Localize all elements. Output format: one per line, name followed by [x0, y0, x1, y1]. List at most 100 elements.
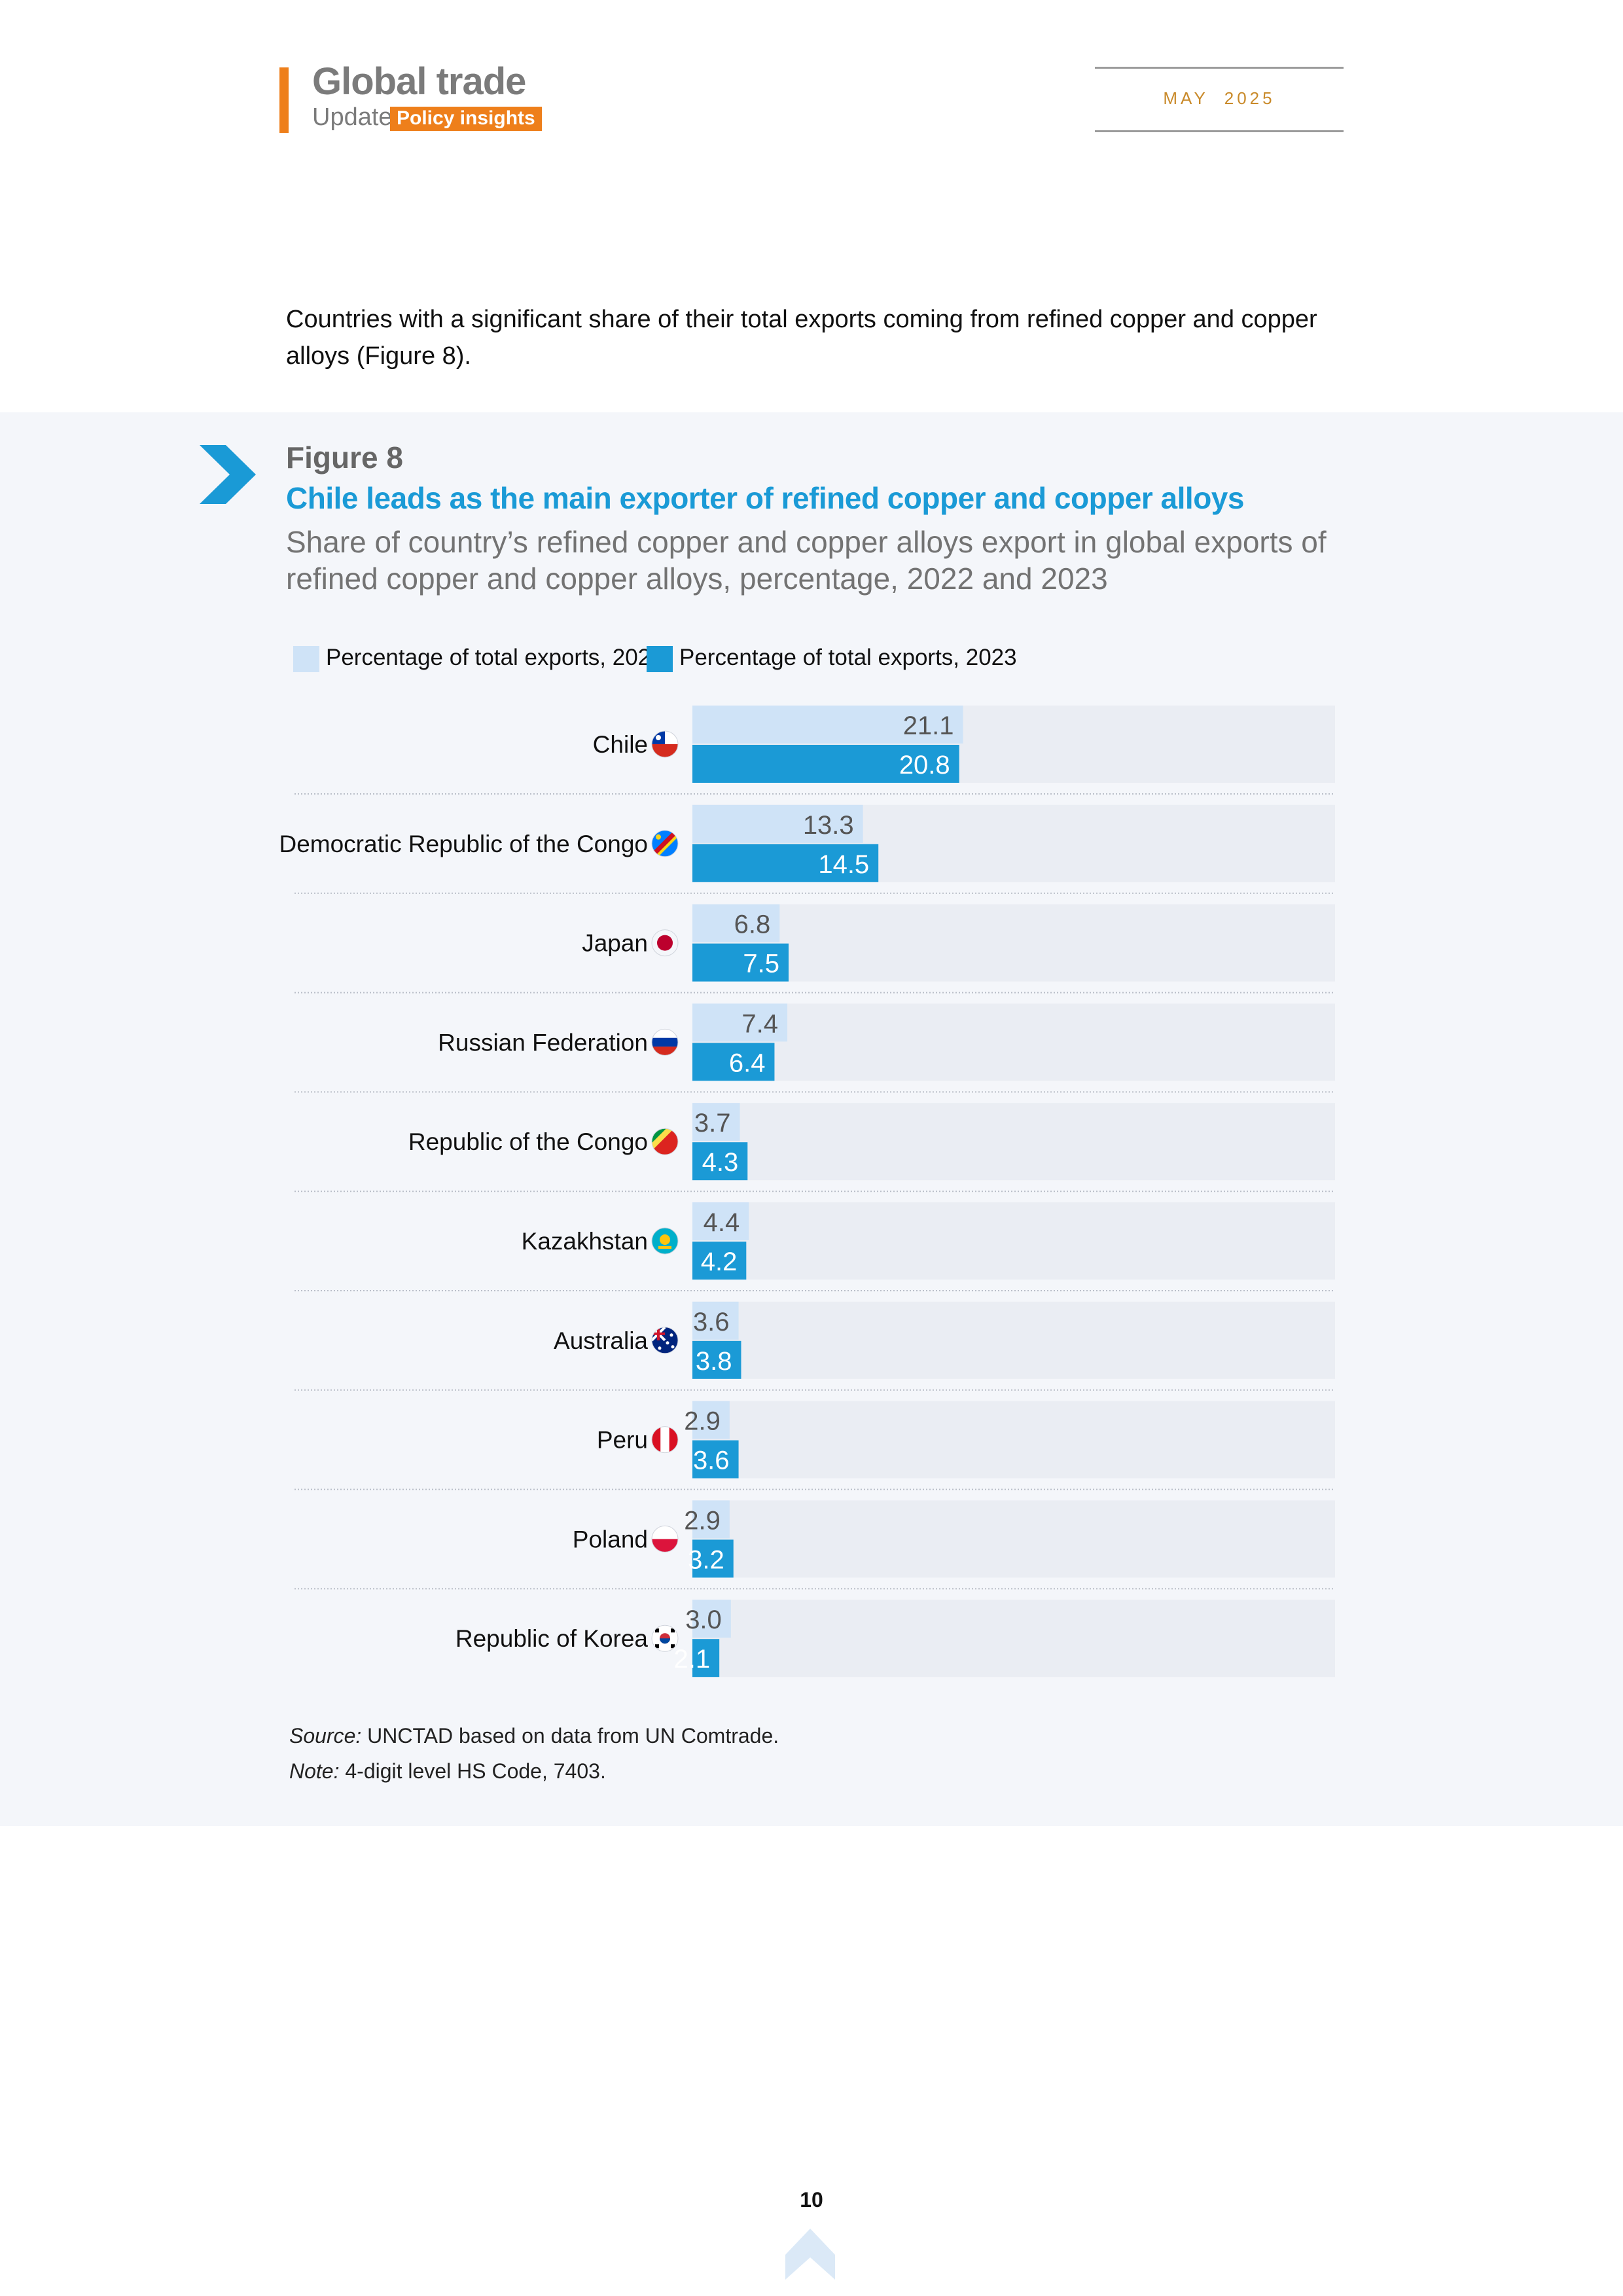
value-label-2022: 3.0 [685, 1605, 722, 1634]
brand-subtitle: Update [312, 103, 393, 131]
value-label-2022: 2.9 [684, 1506, 721, 1535]
publication-date: MAY 2025 [1163, 88, 1275, 108]
category-label: Republic of the Congo [408, 1128, 648, 1155]
category-label: Chile [593, 731, 648, 758]
value-label-2022: 6.8 [734, 910, 771, 939]
value-label-2023: 20.8 [899, 751, 950, 780]
bar-track [692, 1600, 1335, 1677]
bar-track [692, 1003, 1335, 1081]
category-label: Australia [554, 1327, 648, 1354]
chart-row-6: 3.6 3.8 Australia [294, 1301, 1335, 1391]
source-label: Source: [289, 1724, 362, 1748]
legend-swatch-2022 [293, 646, 319, 672]
value-label-2022: 2.9 [684, 1407, 721, 1436]
chile-flag-icon [651, 730, 679, 758]
value-label-2023: 4.3 [702, 1148, 739, 1177]
chart-row-4: 3.7 4.3 Republic of the Congo [294, 1103, 1335, 1193]
russia-flag-icon [651, 1028, 679, 1056]
category-label: Peru [597, 1427, 648, 1454]
bar-2023 [692, 1340, 741, 1379]
category-label: Russian Federation [438, 1029, 648, 1056]
value-label-2022: 3.7 [694, 1109, 731, 1138]
chart-row-9: 3.0 2.1 Republic of Korea [455, 1600, 1335, 1677]
bar-2022 [692, 904, 780, 942]
note-label: Note: [289, 1759, 340, 1783]
value-label-2023: 3.2 [688, 1545, 724, 1574]
value-label-2023: 3.8 [696, 1347, 732, 1376]
value-label-2023: 4.2 [701, 1247, 738, 1276]
source-line: Source: UNCTAD based on data from UN Com… [289, 1718, 779, 1753]
congo-flag-icon [651, 1128, 679, 1155]
bar-track [692, 1401, 1335, 1479]
bar-2023 [692, 1440, 739, 1479]
japan-flag-icon [651, 929, 679, 957]
chart-row-0: 21.1 20.8 Chile [294, 706, 1335, 795]
legend-label-2023: Percentage of total exports, 2023 [679, 645, 1017, 670]
intro-paragraph: Countries with a significant share of th… [286, 306, 1317, 370]
australia-flag-icon [651, 1327, 679, 1354]
legend-label-2022: Percentage of total exports, 2022 [326, 645, 664, 670]
source-text: UNCTAD based on data from UN Comtrade. [361, 1724, 779, 1748]
bar-2023 [692, 1242, 747, 1280]
brand-title: Global trade [312, 60, 526, 103]
bar-2022 [692, 804, 863, 843]
bar-track [692, 1202, 1335, 1280]
bar-2023 [692, 1043, 775, 1081]
poland-flag-icon [651, 1525, 679, 1552]
value-label-2022: 13.3 [803, 811, 854, 840]
bar-2022 [692, 1103, 740, 1141]
bar-2023 [692, 1142, 748, 1181]
bar-track [692, 1103, 1335, 1181]
bar-2022 [692, 706, 963, 744]
figure-subtitle: Share of country’s refined copper and co… [286, 525, 1327, 596]
bar-2023 [692, 1539, 734, 1578]
category-label: Kazakhstan [522, 1228, 648, 1255]
bar-2022 [692, 1202, 749, 1240]
chart-row-5: 4.4 4.2 Kazakhstan [294, 1202, 1335, 1291]
value-label-2022: 3.6 [693, 1308, 730, 1336]
note-text: 4-digit level HS Code, 7403. [339, 1759, 606, 1783]
bar-2022 [692, 1500, 730, 1539]
value-label-2022: 7.4 [741, 1009, 778, 1038]
chevron-right-icon [200, 445, 256, 504]
bar-2023 [692, 1639, 720, 1677]
chevron-up-icon[interactable] [784, 2229, 836, 2281]
category-label: Republic of Korea [455, 1625, 649, 1652]
figure-label: Figure 8 [286, 440, 403, 475]
bar-2022 [692, 1003, 788, 1042]
value-label-2023: 7.5 [743, 950, 779, 978]
bar-2023 [692, 745, 959, 783]
note-line: Note: 4-digit level HS Code, 7403. [289, 1753, 779, 1789]
chart-row-1: 13.3 14.5 Democratic Republic of the Congo [279, 804, 1335, 894]
bar-track [692, 904, 1335, 982]
bar-2023 [692, 943, 789, 982]
dr-congo-flag-icon [651, 830, 679, 857]
value-label-2022: 4.4 [704, 1208, 740, 1237]
bar-2023 [692, 844, 879, 882]
category-label: Poland [573, 1526, 648, 1552]
figure-source: Source: UNCTAD based on data from UN Com… [289, 1718, 779, 1789]
bar-track [692, 1301, 1335, 1379]
category-label: Democratic Republic of the Congo [279, 831, 648, 857]
brand-tag: Policy insights [390, 107, 542, 131]
page-number: 10 [800, 2188, 823, 2212]
value-label-2023: 3.6 [693, 1446, 730, 1475]
value-label-2023: 2.1 [674, 1645, 711, 1674]
legend-swatch-2023 [647, 646, 673, 672]
figure-title: Chile leads as the main exporter of refi… [286, 481, 1244, 515]
chart-row-8: 2.9 3.2 Poland [294, 1500, 1335, 1590]
value-label-2023: 6.4 [729, 1049, 766, 1077]
bar-2022 [692, 1301, 739, 1340]
value-label-2023: 14.5 [818, 850, 869, 879]
value-label-2022: 21.1 [903, 711, 954, 740]
chart-row-3: 7.4 6.4 Russian Federation [294, 1003, 1335, 1093]
bar-2022 [692, 1600, 731, 1638]
korea-flag-icon [651, 1624, 679, 1652]
chart-row-2: 6.8 7.5 Japan [294, 904, 1335, 994]
brand-accent-bar [279, 67, 289, 133]
bar-2022 [692, 1401, 730, 1439]
category-label: Japan [582, 930, 648, 957]
date-box: MAY 2025 [1095, 67, 1344, 132]
kazakhstan-flag-icon [651, 1227, 679, 1255]
